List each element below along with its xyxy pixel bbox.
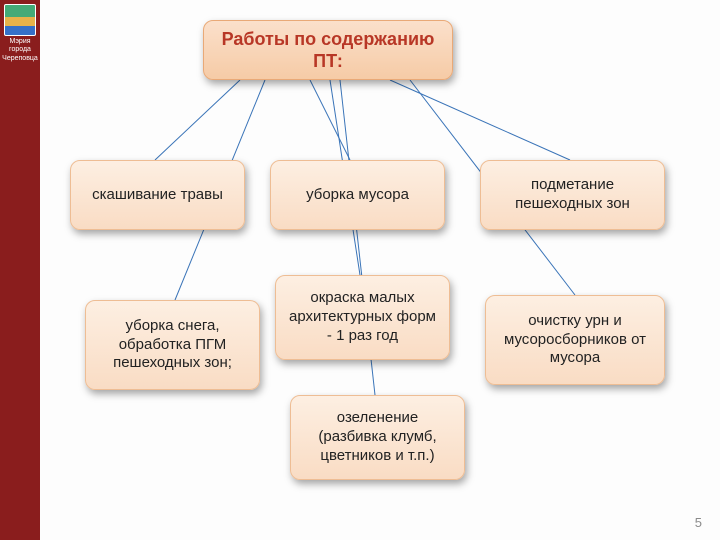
child-node: окраска малых архитектурных форм - 1 раз… (275, 275, 450, 360)
child-node: подметание пешеходных зон (480, 160, 665, 230)
city-logo (4, 4, 36, 36)
title-node: Работы по содержанию ПТ: (203, 20, 453, 80)
sidebar-org-line1: Мэрия (1, 38, 39, 46)
sidebar-org-name: Мэрия города Череповца (0, 38, 40, 63)
sidebar: Мэрия города Череповца (0, 0, 40, 540)
sidebar-org-line3: Череповца (1, 55, 39, 63)
child-node: скашивание травы (70, 160, 245, 230)
child-node: уборка снега, обработка ПГМ пешеходных з… (85, 300, 260, 390)
sidebar-org-line2: города (1, 46, 39, 54)
diagram-canvas: Работы по содержанию ПТ: скашивание травы… (40, 0, 720, 540)
child-node: очистку урн и мусоросборников от мусора (485, 295, 665, 385)
child-node: уборка мусора (270, 160, 445, 230)
page-number: 5 (695, 515, 702, 530)
child-node: озеленение (разбивка клумб, цветников и … (290, 395, 465, 480)
